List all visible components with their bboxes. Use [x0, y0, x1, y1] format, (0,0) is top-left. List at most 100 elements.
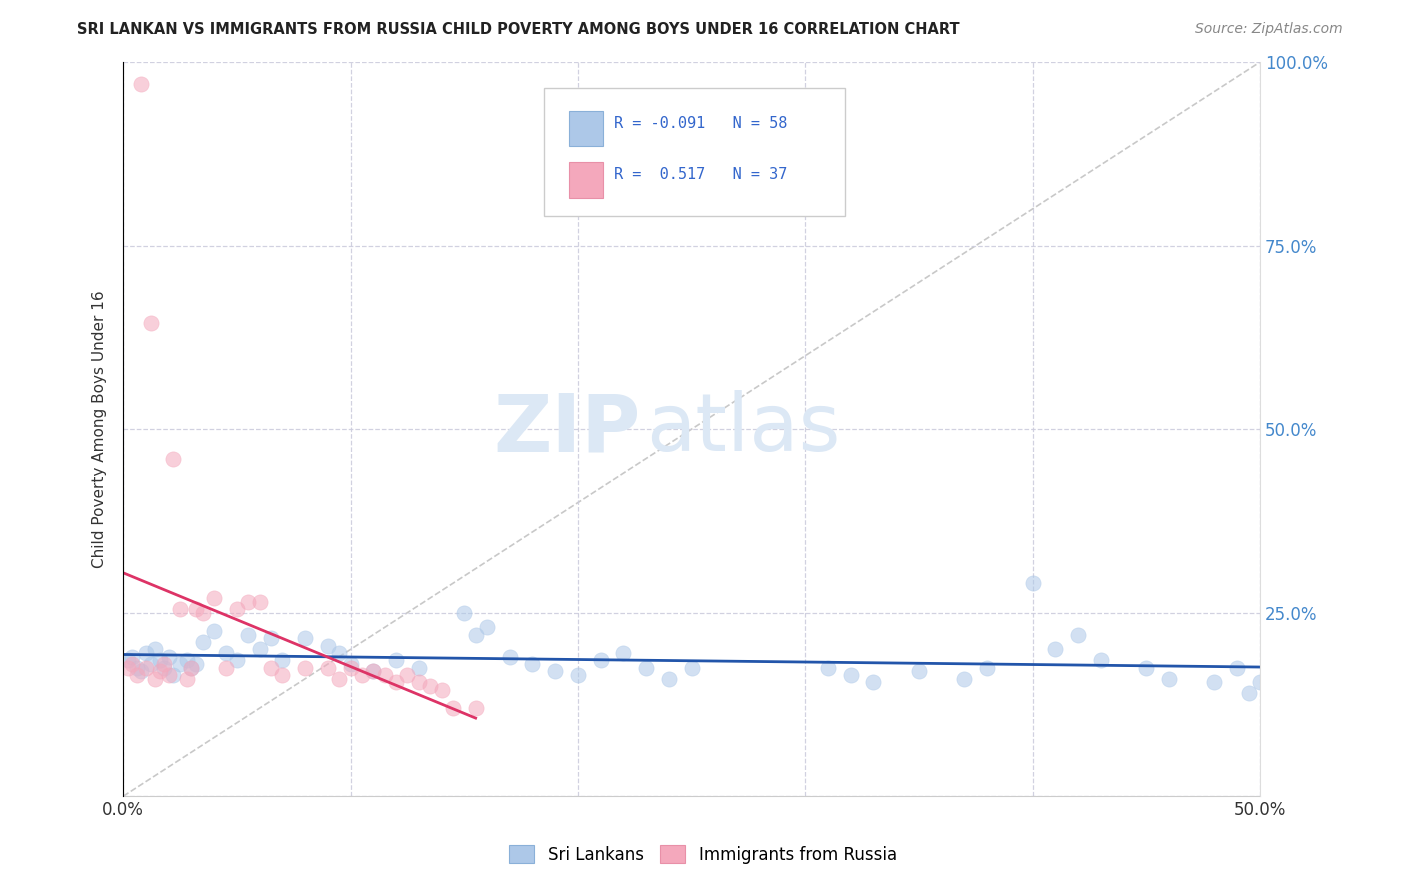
- Text: ZIP: ZIP: [494, 390, 641, 468]
- Point: [169, 602, 191, 616]
- Point: [350, 668, 373, 682]
- Point: [464, 628, 486, 642]
- Point: [125, 661, 148, 675]
- Point: [184, 602, 207, 616]
- Point: [153, 661, 176, 675]
- Point: [294, 632, 316, 646]
- Point: [131, 77, 153, 91]
- Point: [1204, 675, 1226, 690]
- Point: [908, 665, 931, 679]
- Point: [589, 653, 612, 667]
- Point: [316, 661, 339, 675]
- Text: SRI LANKAN VS IMMIGRANTS FROM RUSSIA CHILD POVERTY AMONG BOYS UNDER 16 CORRELATI: SRI LANKAN VS IMMIGRANTS FROM RUSSIA CHI…: [77, 22, 960, 37]
- Point: [408, 661, 430, 675]
- Point: [316, 639, 339, 653]
- Point: [1021, 576, 1043, 591]
- Point: [374, 668, 396, 682]
- Point: [441, 701, 464, 715]
- FancyBboxPatch shape: [569, 112, 603, 146]
- Point: [238, 628, 260, 642]
- Point: [522, 657, 544, 671]
- Point: [191, 635, 214, 649]
- Point: [162, 668, 184, 682]
- Point: [176, 672, 198, 686]
- Point: [544, 665, 567, 679]
- Point: [1249, 675, 1271, 690]
- Point: [226, 602, 249, 616]
- FancyBboxPatch shape: [569, 162, 603, 197]
- Point: [408, 675, 430, 690]
- Point: [249, 594, 271, 608]
- Point: [817, 661, 839, 675]
- Point: [157, 668, 180, 682]
- Text: atlas: atlas: [647, 390, 841, 468]
- Point: [184, 657, 207, 671]
- Point: [157, 649, 180, 664]
- Point: [202, 624, 225, 638]
- Point: [419, 679, 441, 693]
- Point: [180, 661, 202, 675]
- Point: [328, 672, 350, 686]
- Point: [294, 661, 316, 675]
- Point: [131, 665, 153, 679]
- Point: [143, 672, 166, 686]
- Point: [149, 665, 172, 679]
- Point: [191, 606, 214, 620]
- Point: [121, 649, 143, 664]
- Point: [149, 653, 172, 667]
- Point: [1135, 661, 1157, 675]
- Point: [135, 661, 157, 675]
- Point: [396, 668, 419, 682]
- FancyBboxPatch shape: [544, 87, 845, 216]
- Point: [363, 665, 385, 679]
- Point: [226, 653, 249, 667]
- Point: [453, 606, 475, 620]
- Text: Source: ZipAtlas.com: Source: ZipAtlas.com: [1195, 22, 1343, 37]
- Point: [1067, 628, 1090, 642]
- Point: [363, 665, 385, 679]
- Point: [328, 646, 350, 660]
- Point: [499, 649, 522, 664]
- Point: [125, 668, 148, 682]
- Point: [260, 661, 283, 675]
- Point: [385, 653, 408, 667]
- Text: R = -0.091   N = 58: R = -0.091 N = 58: [614, 116, 787, 131]
- Point: [135, 646, 157, 660]
- Point: [214, 661, 236, 675]
- Point: [238, 594, 260, 608]
- Point: [180, 661, 202, 675]
- Point: [271, 653, 294, 667]
- Point: [612, 646, 634, 660]
- Point: [1090, 653, 1112, 667]
- Point: [1237, 686, 1260, 700]
- Point: [339, 657, 361, 671]
- Point: [839, 668, 862, 682]
- Point: [153, 657, 176, 671]
- Point: [139, 316, 162, 330]
- Point: [464, 701, 486, 715]
- Point: [249, 642, 271, 657]
- Point: [976, 661, 998, 675]
- Point: [658, 672, 681, 686]
- Point: [567, 668, 589, 682]
- Point: [636, 661, 658, 675]
- Point: [339, 661, 361, 675]
- Point: [202, 591, 225, 605]
- Point: [430, 682, 453, 697]
- Point: [1226, 661, 1249, 675]
- Point: [385, 675, 408, 690]
- Text: R =  0.517   N = 37: R = 0.517 N = 37: [614, 168, 787, 182]
- Point: [475, 620, 498, 634]
- Point: [260, 632, 283, 646]
- Point: [271, 668, 294, 682]
- Point: [1157, 672, 1180, 686]
- Legend: Sri Lankans, Immigrants from Russia: Sri Lankans, Immigrants from Russia: [502, 838, 904, 871]
- Point: [953, 672, 976, 686]
- Point: [139, 657, 162, 671]
- Point: [117, 653, 139, 667]
- Point: [176, 653, 198, 667]
- Point: [143, 642, 166, 657]
- Point: [162, 451, 184, 466]
- Point: [169, 657, 191, 671]
- Point: [214, 646, 236, 660]
